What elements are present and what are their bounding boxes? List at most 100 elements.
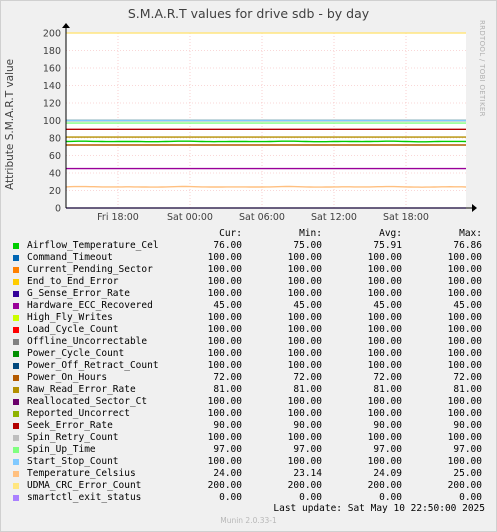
series-avg: 24.09 bbox=[373, 468, 402, 479]
series-avg: 100.00 bbox=[367, 408, 402, 419]
legend-swatch bbox=[13, 471, 19, 477]
legend-table: Cur: Min: Avg: Max: Airflow_Temperature_… bbox=[10, 228, 490, 504]
series-max: 100.00 bbox=[447, 432, 482, 443]
series-name: Power_On_Hours bbox=[27, 372, 108, 383]
series-cur: 100.00 bbox=[207, 276, 242, 287]
series-cur: 97.00 bbox=[213, 444, 242, 455]
legend-row: Offline_Uncorrectable 100.00 100.00 100.00 1… bbox=[10, 336, 490, 348]
x-tick-label: Sat 12:00 bbox=[311, 212, 357, 223]
legend-row: End_to_End_Error 100.00 100.00 100.00 100.00 bbox=[10, 276, 490, 288]
series-name: Power_Cycle_Count bbox=[27, 348, 125, 359]
series-cur: 100.00 bbox=[207, 264, 242, 275]
series-name: Airflow_Temperature_Cel bbox=[27, 240, 159, 251]
series-avg: 100.00 bbox=[367, 276, 402, 287]
legend-row: Command_Timeout 100.00 100.00 100.00 100.00 bbox=[10, 252, 490, 264]
series-name: UDMA_CRC_Error_Count bbox=[27, 480, 142, 491]
series-min: 100.00 bbox=[287, 288, 322, 299]
y-tick-label: 180 bbox=[43, 46, 61, 57]
series-max: 0.00 bbox=[459, 492, 482, 503]
series-min: 0.00 bbox=[299, 492, 322, 503]
series-avg: 90.00 bbox=[373, 420, 402, 431]
y-tick-label: 80 bbox=[49, 134, 61, 145]
legend-swatch bbox=[13, 447, 19, 453]
series-avg: 100.00 bbox=[367, 336, 402, 347]
series-cur: 0.00 bbox=[219, 492, 242, 503]
x-tick-label: Fri 18:00 bbox=[97, 212, 139, 223]
series-min: 97.00 bbox=[293, 444, 322, 455]
series-name: Power_Off_Retract_Count bbox=[27, 360, 159, 371]
series-line bbox=[65, 140, 467, 143]
legend-swatch bbox=[13, 255, 19, 261]
munin-version: Munin 2.0.33-1 bbox=[220, 516, 277, 525]
y-tick-label: 200 bbox=[43, 29, 61, 40]
legend-header: Cur: Min: Avg: Max: bbox=[10, 228, 490, 240]
series-min: 100.00 bbox=[287, 432, 322, 443]
series-avg: 0.00 bbox=[379, 492, 402, 503]
x-axis-arrow bbox=[472, 204, 477, 212]
series-name: Reallocated_Sector_Ct bbox=[27, 396, 148, 407]
series-avg: 72.00 bbox=[373, 372, 402, 383]
x-tick-labels: Fri 18:00 Sat 00:00 Sat 06:00 Sat 12:00 Sat … bbox=[97, 212, 429, 223]
y-tick-label: 160 bbox=[43, 64, 61, 75]
legend-swatch bbox=[13, 411, 19, 417]
legend-swatch bbox=[13, 375, 19, 381]
series-cur: 100.00 bbox=[207, 312, 242, 323]
series-cur: 100.00 bbox=[207, 408, 242, 419]
series-max: 76.86 bbox=[453, 240, 482, 251]
x-tick-label: Sat 06:00 bbox=[239, 212, 285, 223]
legend-row: Spin_Retry_Count 100.00 100.00 100.00 100.00 bbox=[10, 432, 490, 444]
y-tick-label: 60 bbox=[49, 151, 61, 162]
series-max: 100.00 bbox=[447, 324, 482, 335]
series-name: Raw_Read_Error_Rate bbox=[27, 384, 136, 395]
x-tick-label: Sat 18:00 bbox=[383, 212, 429, 223]
series-name: Reported_Uncorrect bbox=[27, 408, 130, 419]
y-tick-label: 120 bbox=[43, 99, 61, 110]
series-min: 90.00 bbox=[293, 420, 322, 431]
legend-row: Reallocated_Sector_Ct 100.00 100.00 100.00 1… bbox=[10, 396, 490, 408]
legend-row: smartctl_exit_status 0.00 0.00 0.00 0.00 bbox=[10, 492, 490, 504]
series-avg: 45.00 bbox=[373, 300, 402, 311]
legend-swatch bbox=[13, 495, 19, 501]
legend-swatch bbox=[13, 435, 19, 441]
series-avg: 100.00 bbox=[367, 360, 402, 371]
series-cur: 100.00 bbox=[207, 456, 242, 467]
series-cur: 45.00 bbox=[213, 300, 242, 311]
series-avg: 100.00 bbox=[367, 348, 402, 359]
series-min: 100.00 bbox=[287, 456, 322, 467]
series-min: 100.00 bbox=[287, 264, 322, 275]
series-avg: 75.91 bbox=[373, 240, 402, 251]
series-max: 100.00 bbox=[447, 408, 482, 419]
y-tick-label: 100 bbox=[43, 116, 61, 127]
series-avg: 100.00 bbox=[367, 264, 402, 275]
legend-row: Airflow_Temperature_Cel 76.00 75.00 75.91 76… bbox=[10, 240, 490, 252]
legend-swatch bbox=[13, 351, 19, 357]
series-max: 100.00 bbox=[447, 312, 482, 323]
legend-row: Raw_Read_Error_Rate 81.00 81.00 81.00 81.00 bbox=[10, 384, 490, 396]
y-tick-label: 40 bbox=[49, 169, 61, 180]
series-max: 100.00 bbox=[447, 348, 482, 359]
series-min: 100.00 bbox=[287, 396, 322, 407]
series-min: 100.00 bbox=[287, 348, 322, 359]
series-cur: 100.00 bbox=[207, 348, 242, 359]
series-min: 200.00 bbox=[287, 480, 322, 491]
y-tick-label: 20 bbox=[49, 186, 61, 197]
legend-swatch bbox=[13, 291, 19, 297]
legend-swatch bbox=[13, 327, 19, 333]
series-min: 23.14 bbox=[293, 468, 322, 479]
series-cur: 76.00 bbox=[213, 240, 242, 251]
series-name: Start_Stop_Count bbox=[27, 456, 119, 467]
series-avg: 100.00 bbox=[367, 396, 402, 407]
series-name: Hardware_ECC_Recovered bbox=[27, 300, 153, 311]
series-max: 200.00 bbox=[447, 480, 482, 491]
legend-swatch bbox=[13, 399, 19, 405]
series-avg: 97.00 bbox=[373, 444, 402, 455]
series-cur: 100.00 bbox=[207, 336, 242, 347]
series-max: 100.00 bbox=[447, 264, 482, 275]
series-max: 25.00 bbox=[453, 468, 482, 479]
col-min-header: Min: bbox=[299, 228, 322, 239]
series-name: Current_Pending_Sector bbox=[27, 264, 153, 275]
legend-swatch bbox=[13, 339, 19, 345]
series-max: 90.00 bbox=[453, 420, 482, 431]
series-avg: 100.00 bbox=[367, 288, 402, 299]
series-max: 100.00 bbox=[447, 336, 482, 347]
